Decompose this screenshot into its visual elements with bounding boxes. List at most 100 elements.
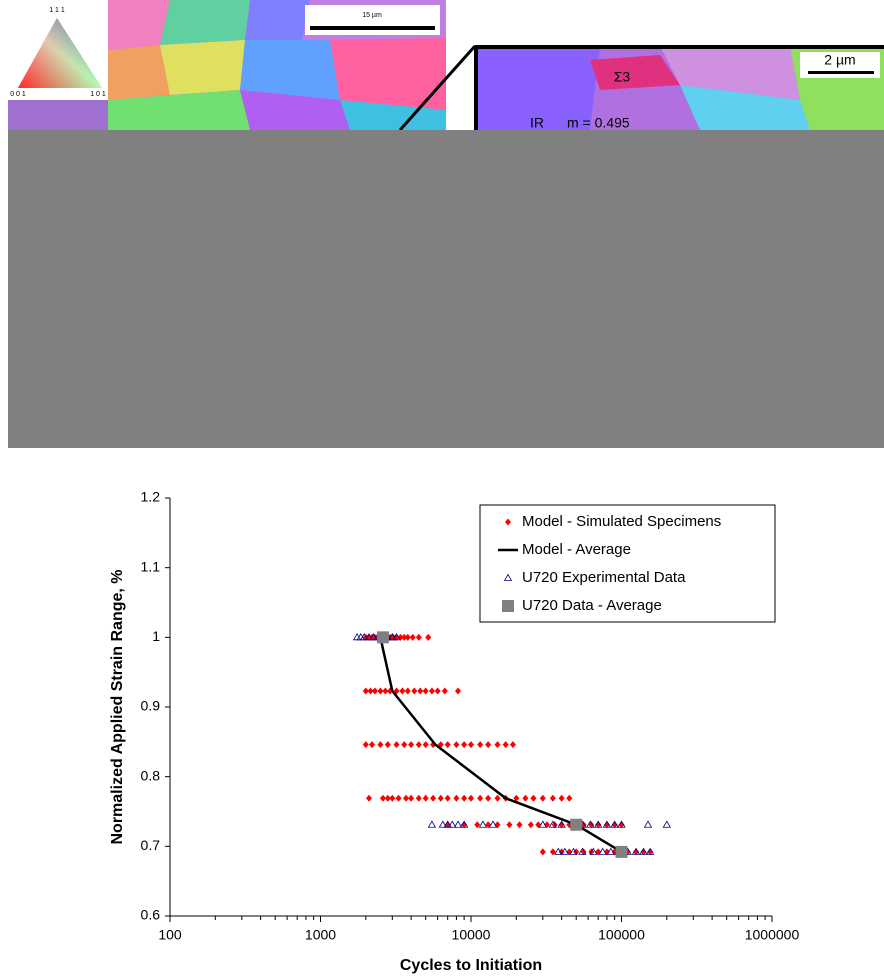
grain bbox=[160, 0, 250, 45]
diamond-point bbox=[588, 821, 595, 829]
legend-label: U720 Experimental Data bbox=[522, 569, 686, 586]
triangle-point bbox=[557, 820, 566, 828]
triangle-point bbox=[356, 633, 365, 641]
grain bbox=[108, 90, 250, 130]
diamond-point bbox=[468, 741, 474, 749]
triangle-point bbox=[478, 820, 488, 828]
square-point bbox=[376, 631, 389, 644]
diamond-point bbox=[477, 741, 484, 749]
triangle-point bbox=[427, 820, 437, 828]
diamond-point bbox=[611, 821, 618, 829]
triangle-point bbox=[610, 820, 619, 828]
diamond-point bbox=[513, 794, 520, 802]
triangle-point bbox=[617, 820, 626, 828]
triangle-point bbox=[589, 847, 598, 855]
y-tick-label: 1.1 bbox=[141, 558, 161, 574]
diamond-point bbox=[367, 687, 374, 695]
y-tick-label: 1 bbox=[152, 628, 160, 644]
triangle-point bbox=[639, 847, 648, 855]
diamond-point bbox=[395, 794, 402, 802]
diamond-point bbox=[455, 687, 462, 695]
diamond-point bbox=[369, 741, 376, 749]
diamond-point bbox=[401, 633, 408, 641]
diamond-point bbox=[527, 821, 534, 829]
triangle-point bbox=[448, 820, 457, 828]
ipf-label: 1 1 1 bbox=[49, 7, 65, 14]
diamond-point bbox=[640, 848, 647, 856]
diamond-point bbox=[415, 741, 422, 749]
diamond-point bbox=[633, 848, 640, 856]
y-tick-label: 0.7 bbox=[141, 837, 161, 853]
triangle-point bbox=[662, 820, 672, 828]
diamond-point bbox=[389, 794, 396, 802]
diamond-point bbox=[409, 633, 416, 641]
x-axis-title: Cycles to Initiation bbox=[400, 957, 542, 974]
diamond-point bbox=[362, 687, 369, 695]
triangle-point bbox=[578, 847, 587, 855]
ipf-label: 1 0 1 bbox=[90, 91, 106, 98]
diamond-point bbox=[437, 794, 444, 802]
scale-bar bbox=[310, 26, 435, 30]
triangle-point bbox=[388, 633, 397, 641]
y-tick-label: 0.6 bbox=[141, 907, 161, 923]
ipf-label: 0 0 1 bbox=[10, 91, 26, 98]
diamond-point bbox=[444, 741, 451, 749]
diamond-point bbox=[485, 794, 492, 802]
legend-box bbox=[479, 504, 776, 623]
diamond-point bbox=[365, 794, 372, 802]
triangle-point bbox=[443, 820, 452, 828]
y-axis-title: Normalized Applied Strain Range, % bbox=[109, 569, 126, 844]
triangle-point bbox=[359, 633, 369, 641]
triangle-point bbox=[643, 820, 653, 828]
diamond-point bbox=[428, 687, 435, 695]
triangle-point bbox=[606, 847, 616, 855]
zoom-line bbox=[398, 45, 477, 131]
triangle-point bbox=[586, 820, 595, 828]
diamond-point bbox=[403, 794, 410, 802]
diamond-point bbox=[399, 687, 406, 695]
grain bbox=[108, 45, 170, 100]
diamond-point bbox=[379, 794, 386, 802]
micrograph: 1 1 1 0 0 1 1 0 1 15 µm 2 µm Σ3 IR m = 0… bbox=[8, 0, 884, 448]
diamond-point bbox=[377, 741, 384, 749]
diamond-point bbox=[422, 687, 429, 695]
triangle-point bbox=[602, 820, 612, 828]
x-tick-label: 1000 bbox=[305, 927, 336, 943]
diamond-point bbox=[647, 848, 654, 856]
diamond-point bbox=[397, 633, 404, 641]
diamond-point bbox=[603, 821, 610, 829]
grain bbox=[590, 55, 680, 90]
diamond-point bbox=[371, 687, 378, 695]
triangle-point bbox=[438, 820, 448, 828]
triangle-point bbox=[488, 820, 498, 828]
diamond-point bbox=[417, 687, 424, 695]
diamond-point bbox=[425, 633, 432, 641]
diamond-point bbox=[377, 687, 384, 695]
triangle-point bbox=[554, 847, 563, 855]
diamond-point bbox=[415, 633, 422, 641]
grain bbox=[108, 0, 170, 50]
diamond-point bbox=[382, 687, 389, 695]
triangle-point bbox=[598, 847, 607, 855]
diamond-point bbox=[390, 633, 397, 641]
diamond-point bbox=[434, 687, 441, 695]
square-point bbox=[570, 818, 583, 831]
triangle-point bbox=[645, 847, 655, 855]
boundary-label: Σ3 bbox=[614, 69, 631, 85]
diamond-point bbox=[430, 794, 437, 802]
diamond-point bbox=[404, 633, 411, 641]
legend-label: U720 Data - Average bbox=[522, 597, 662, 614]
triangle-point bbox=[369, 633, 378, 641]
diamond-point bbox=[404, 687, 411, 695]
grain bbox=[160, 40, 245, 95]
grain bbox=[475, 46, 600, 130]
diamond-point bbox=[485, 741, 492, 749]
diamond-point bbox=[494, 794, 501, 802]
square-point bbox=[615, 845, 628, 858]
grain bbox=[245, 0, 310, 50]
scale-bar bbox=[808, 71, 874, 74]
grain bbox=[330, 38, 446, 110]
diamond-point bbox=[362, 741, 369, 749]
diamond-point bbox=[522, 794, 529, 802]
